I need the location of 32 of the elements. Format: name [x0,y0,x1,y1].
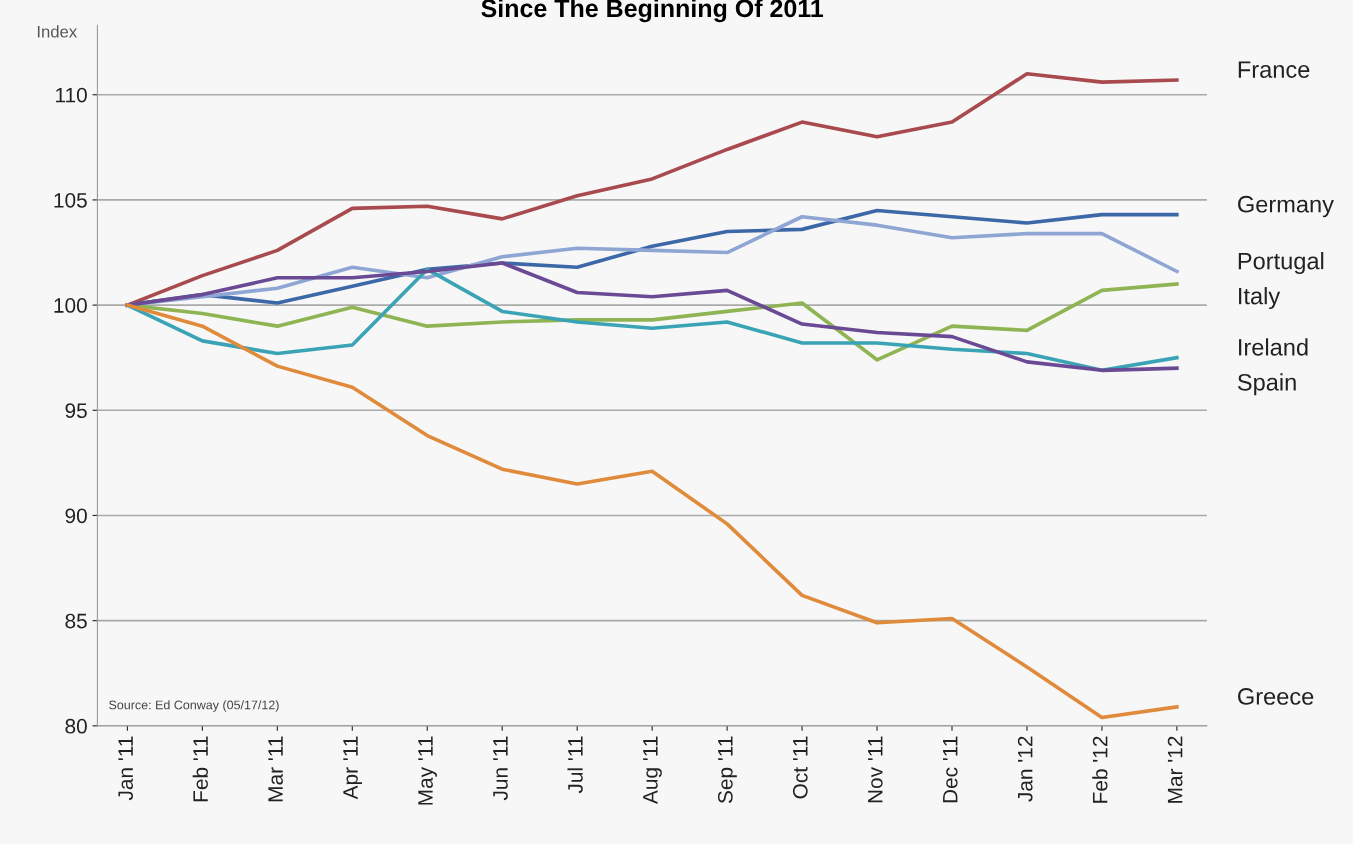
text: Italy [1239,287,1281,310]
x-tick-label: Jul '11 [567,736,583,794]
y-tick-label: 100 [54,298,87,313]
x-tick-label: Sep '11 [717,736,737,804]
x-tick-label: Mar '11 [268,736,283,802]
annotation: Source: Ed Conway (05/17/12) [109,700,279,712]
x-tick-label: Aug '11 [643,736,662,804]
x-tick-label: Jan '11 [118,736,133,801]
line-series [125,282,1179,362]
x-tick-label: Jun '11 [493,736,508,801]
text: France [1238,61,1310,78]
x-tick-label: Oct '11 [792,736,808,799]
y-tick-label: 90 [65,508,87,524]
y-tick-label: 80 [65,718,87,734]
x-tick-label: Apr '11 [343,736,362,800]
x-tick-label: Mar '12 [1167,736,1183,803]
x-tick-label: May '11 [418,736,437,805]
text: Spain [1237,373,1296,396]
x-tick-label: Jan '12 [1017,736,1033,802]
x-tick-label: Dec '11 [943,736,958,803]
y-tick-label: 85 [65,613,87,629]
y-tick-label: 110 [56,87,87,103]
x-tick-label: Feb '12 [1092,736,1108,803]
x-tick-label: Nov '11 [868,736,883,803]
text: Germany [1238,195,1334,218]
text: Greece [1238,688,1314,705]
text: Ireland [1239,338,1308,356]
x-tick-label: Feb '11 [192,736,208,802]
y-axis-title: Index [37,25,77,38]
text: Portugal [1238,252,1324,275]
y-tick-label: 95 [65,403,87,419]
y-tick-label: 105 [54,192,87,208]
